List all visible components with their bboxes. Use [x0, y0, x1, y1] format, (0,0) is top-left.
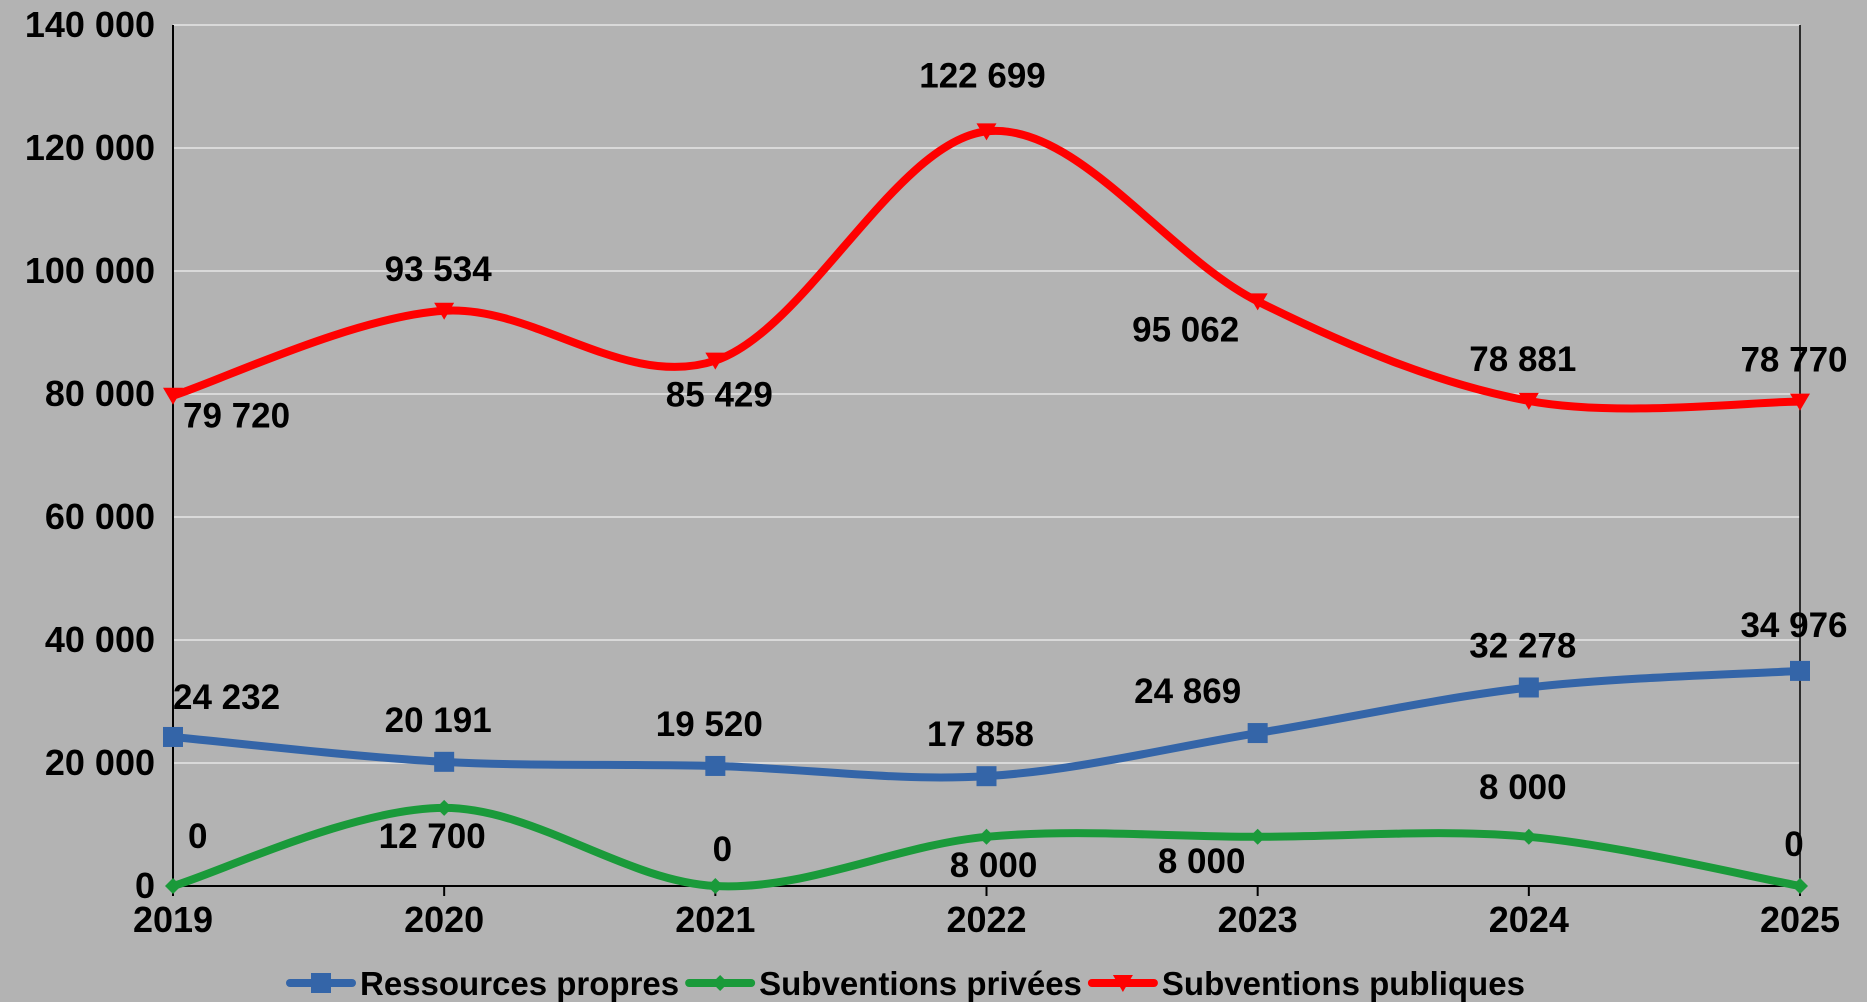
data-point-subventions-privees [165, 878, 181, 894]
data-point-subventions-publiques [1247, 293, 1268, 311]
data-point-ressources-propres [434, 751, 455, 772]
data-point-ressources-propres [1790, 660, 1810, 681]
x-tick-label: 2020 [404, 899, 484, 940]
data-label-subventions-privees: 0 [188, 817, 207, 856]
y-tick-label: 120 000 [25, 127, 155, 168]
data-label-subventions-privees: 12 700 [379, 817, 486, 856]
data-label-ressources-propres: 17 858 [927, 715, 1034, 754]
y-tick-label: 100 000 [25, 250, 155, 291]
x-tick-label: 2023 [1218, 899, 1298, 940]
data-label-subventions-publiques: 93 534 [385, 250, 493, 289]
data-label-ressources-propres: 24 869 [1134, 672, 1241, 711]
data-point-subventions-privees [1792, 878, 1808, 894]
data-label-ressources-propres: 20 191 [385, 701, 492, 740]
x-tick-label: 2019 [133, 899, 213, 940]
axes: 0 20 000 40 000 60 000 80 000 100 000 120 000 1… [25, 4, 1840, 940]
data-point-subventions-privees [1249, 828, 1266, 845]
data-label-subventions-publiques: 79 720 [183, 397, 290, 436]
grid-lines [173, 24, 1800, 764]
data-point-subventions-privees [436, 799, 453, 816]
y-tick-label: 0 [135, 865, 155, 906]
data-label-subventions-publiques: 78 881 [1469, 340, 1576, 379]
y-tick-label: 60 000 [45, 496, 155, 537]
data-label-subventions-publiques: 122 699 [919, 56, 1046, 95]
x-tick-label: 2024 [1489, 899, 1569, 940]
data-point-subventions-privees [1520, 828, 1537, 845]
y-tick-label: 40 000 [45, 619, 155, 660]
data-point-ressources-propres [976, 766, 997, 787]
data-point-subventions-publiques [705, 352, 726, 370]
x-tick-label: 2025 [1760, 899, 1840, 940]
legend-marker-subventions-privees [712, 975, 729, 991]
data-label-subventions-privees: 8 000 [1479, 768, 1567, 807]
legend-label-ressources-propres: Ressources propres [360, 965, 679, 1002]
data-label-subventions-privees: 8 000 [1158, 842, 1246, 881]
data-labels: 24 232 20 191 19 520 17 858 24 869 32 278 34 9… [173, 56, 1848, 884]
data-point-subventions-privees [978, 828, 995, 845]
y-tick-label: 80 000 [45, 373, 155, 414]
data-label-ressources-propres: 24 232 [173, 678, 280, 717]
data-label-ressources-propres: 19 520 [656, 705, 763, 744]
data-point-ressources-propres [705, 755, 726, 776]
data-point-subventions-privees [707, 878, 724, 894]
legend-label-subventions-publiques: Subventions publiques [1162, 965, 1525, 1002]
data-point-subventions-publiques [1518, 392, 1539, 410]
series-group [163, 123, 1810, 894]
data-point-subventions-publiques [163, 387, 183, 405]
data-label-subventions-publiques: 78 770 [1740, 341, 1847, 380]
data-label-ressources-propres: 34 976 [1740, 606, 1847, 645]
legend: Ressources propres Subventions privées Sub… [286, 965, 1525, 1002]
data-point-subventions-publiques [976, 123, 997, 141]
data-label-subventions-privees: 8 000 [950, 846, 1038, 885]
y-tick-label: 140 000 [25, 4, 155, 45]
data-point-ressources-propres [1247, 723, 1268, 744]
data-point-ressources-propres [163, 726, 183, 747]
legend-marker-ressources-propres [311, 973, 331, 993]
x-tick-label: 2022 [946, 899, 1026, 940]
legend-item-ressources-propres: Ressources propres [286, 965, 679, 1002]
data-label-subventions-publiques: 85 429 [666, 376, 773, 415]
data-label-subventions-publiques: 95 062 [1132, 310, 1239, 349]
data-point-subventions-publiques [1790, 393, 1810, 411]
data-label-subventions-privees: 0 [713, 830, 732, 869]
x-tick-label: 2021 [675, 899, 755, 940]
legend-label-subventions-privees: Subventions privées [759, 965, 1082, 1002]
data-label-subventions-privees: 0 [1784, 825, 1803, 864]
y-tick-label: 20 000 [45, 742, 155, 783]
data-point-ressources-propres [1518, 677, 1539, 698]
legend-marker-subventions-publiques [1112, 975, 1133, 992]
data-label-ressources-propres: 32 278 [1469, 626, 1576, 665]
legend-item-subventions-publiques: Subventions publiques [1087, 965, 1525, 1002]
legend-item-subventions-privees: Subventions privées [685, 965, 1082, 1002]
data-point-subventions-publiques [434, 302, 455, 320]
